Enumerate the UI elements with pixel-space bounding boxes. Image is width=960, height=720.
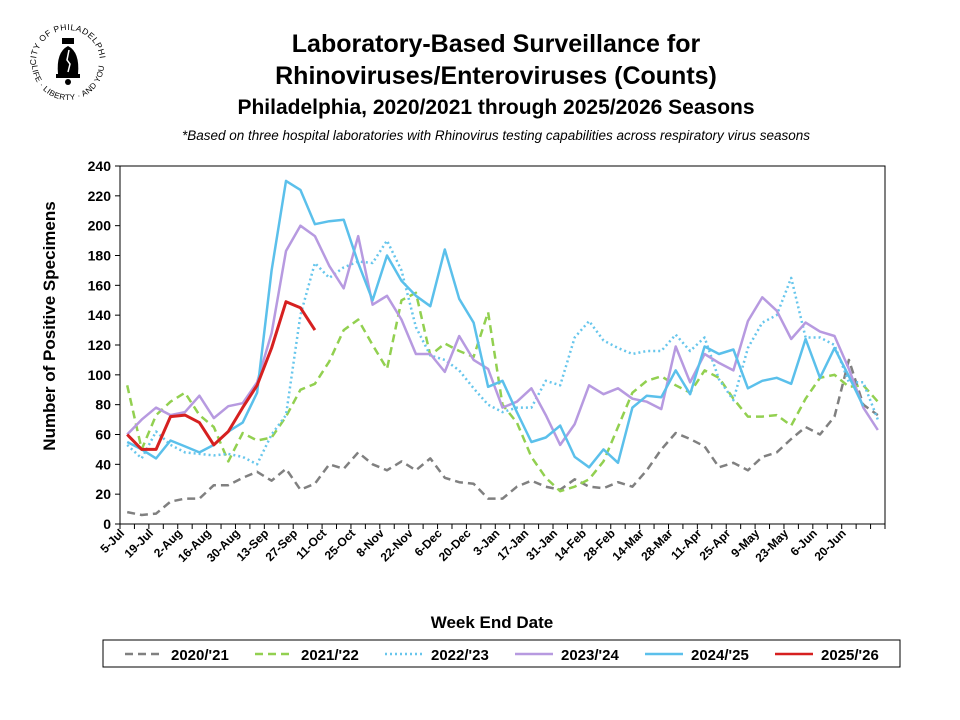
chart-footnote: *Based on three hospital laboratories wi… [181,128,811,143]
legend-label-2: 2022/'23 [431,647,489,664]
y-tick-label: 80 [95,397,111,413]
y-tick-label: 220 [88,188,112,204]
x-tick-label: 23-May [752,526,791,565]
y-tick-label: 140 [88,307,112,323]
y-tick-label: 20 [95,486,111,502]
legend-label-1: 2021/'22 [301,647,359,664]
x-tick-label: 14-Feb [552,526,589,563]
y-tick-label: 60 [95,427,111,443]
city-seal-logo: CITY OF PHILADELPHIA LIFE · LIBERTY · AN… [18,12,107,102]
x-tick-label: 17-Jan [494,526,531,563]
legend-label-5: 2025/'26 [821,647,879,664]
legend-box [102,639,901,668]
x-tick-label: 25-Oct [322,526,358,562]
y-tick-label: 0 [103,516,111,532]
series-line-5 [126,300,317,451]
x-tick-label: 28-Feb [581,526,618,563]
x-tick-label: 22-Nov [378,526,416,564]
series-line-3 [126,224,879,447]
x-tick-label: 28-Mar [638,526,675,563]
y-tick-label: 120 [88,337,112,353]
legend-label-4: 2024/'25 [691,647,749,664]
chart-title-line1: Laboratory-Based Surveillance for [291,30,701,58]
x-tick-label: 20-Jun [812,526,849,563]
series-line-4 [126,179,865,469]
plot-area [119,165,886,525]
x-axis-label: Week End Date [431,613,554,632]
x-tick-label: 25-Apr [697,526,734,563]
series-line-2 [126,239,879,466]
x-tick-label: 20-Dec [436,526,474,564]
y-tick-label: 100 [88,367,112,383]
y-tick-label: 160 [88,277,112,293]
y-tick-label: 240 [88,158,112,174]
chart-subtitle: Philadelphia, 2020/2021 through 2025/202… [237,96,755,119]
legend-label-3: 2023/'24 [561,647,619,664]
series-line-0 [126,358,879,517]
chart-title-line2: Rhinoviruses/Enteroviruses (Counts) [275,62,717,90]
x-tick-label: 11-Oct [293,526,329,562]
y-tick-label: 200 [88,218,112,234]
y-tick-label: 40 [95,456,111,472]
legend-label-0: 2020/'21 [171,647,229,664]
y-tick-label: 180 [88,248,112,264]
x-tick-label: 19-Jul [122,526,156,560]
x-tick-label: 30-Aug [204,526,243,565]
x-tick-label: 27-Sep [263,526,301,564]
y-axis-label: Number of Positive Specimens [40,201,59,450]
